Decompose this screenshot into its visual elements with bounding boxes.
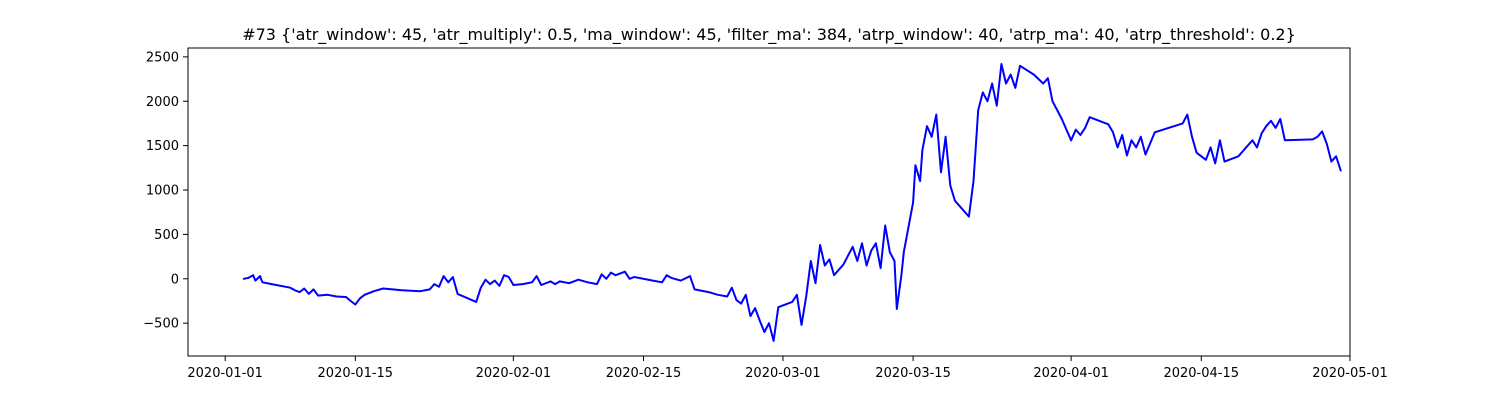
y-tick-label: 1500 — [146, 139, 179, 154]
y-tick-label: −500 — [143, 317, 179, 332]
x-tick-label: 2020-01-15 — [318, 366, 394, 381]
series-line — [242, 63, 1342, 342]
x-tick-label: 2020-03-01 — [745, 366, 821, 381]
y-tick-label: 500 — [154, 228, 179, 243]
series-layer — [242, 63, 1342, 342]
y-axis: −500 0 500 1000 1500 2000 2500 — [143, 50, 188, 332]
x-tick-label: 2020-02-01 — [476, 366, 552, 381]
y-tick-label: 2000 — [146, 95, 179, 110]
x-tick-label: 2020-03-15 — [875, 366, 951, 381]
y-tick-label: 2500 — [146, 50, 179, 65]
x-tick-label: 2020-04-01 — [1033, 366, 1109, 381]
plot-area-frame — [187, 47, 1351, 357]
x-tick-label: 2020-01-01 — [187, 366, 263, 381]
x-tick-label: 2020-04-15 — [1163, 366, 1239, 381]
y-tick-label: 0 — [171, 272, 179, 287]
x-axis: 2020-01-01 2020-01-15 2020-02-01 2020-02-15… — [187, 356, 1388, 381]
chart-title: #73 {'atr_window': 45, 'atr_multiply': 0… — [242, 25, 1296, 45]
y-tick-label: 1000 — [146, 184, 179, 199]
x-tick-label: 2020-05-01 — [1312, 366, 1388, 381]
x-tick-label: 2020-02-15 — [606, 366, 682, 381]
